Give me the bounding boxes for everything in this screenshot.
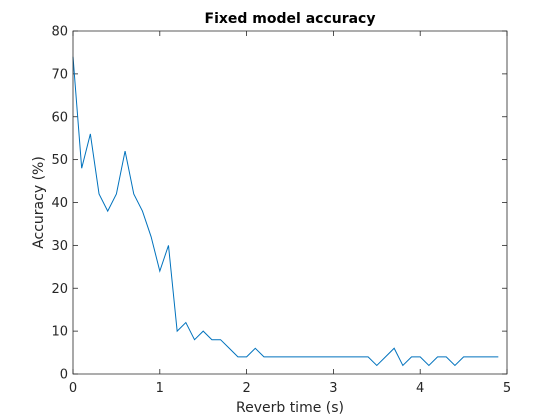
axes-box <box>72 30 508 375</box>
chart-title: Fixed model accuracy <box>205 11 376 27</box>
x-tick-label: 1 <box>156 381 164 396</box>
y-axis-ticks: 0 10 20 30 40 50 60 70 80 <box>51 25 507 383</box>
plot-area <box>73 31 507 374</box>
y-tick-label: 70 <box>51 67 68 82</box>
y-tick-label: 30 <box>51 239 68 254</box>
x-tick-label: 0 <box>69 381 77 396</box>
x-tick-label: 3 <box>329 381 337 396</box>
y-tick-label: 40 <box>51 196 68 211</box>
y-tick-label: 80 <box>51 25 68 40</box>
x-tick-label: 5 <box>503 381 511 396</box>
y-tick-label: 0 <box>60 368 68 383</box>
series-line <box>72 56 499 367</box>
y-tick-label: 20 <box>51 282 68 297</box>
x-tick-label: 4 <box>416 381 424 396</box>
y-axis-label: Accuracy (%) <box>31 156 47 249</box>
y-tick-label: 50 <box>51 153 68 168</box>
y-tick-label: 10 <box>51 325 68 340</box>
x-axis-ticks: 0 1 2 3 4 5 <box>69 31 511 396</box>
y-tick-label: 60 <box>51 110 68 125</box>
x-axis-label: Reverb time (s) <box>236 400 344 416</box>
x-tick-label: 2 <box>242 381 250 396</box>
